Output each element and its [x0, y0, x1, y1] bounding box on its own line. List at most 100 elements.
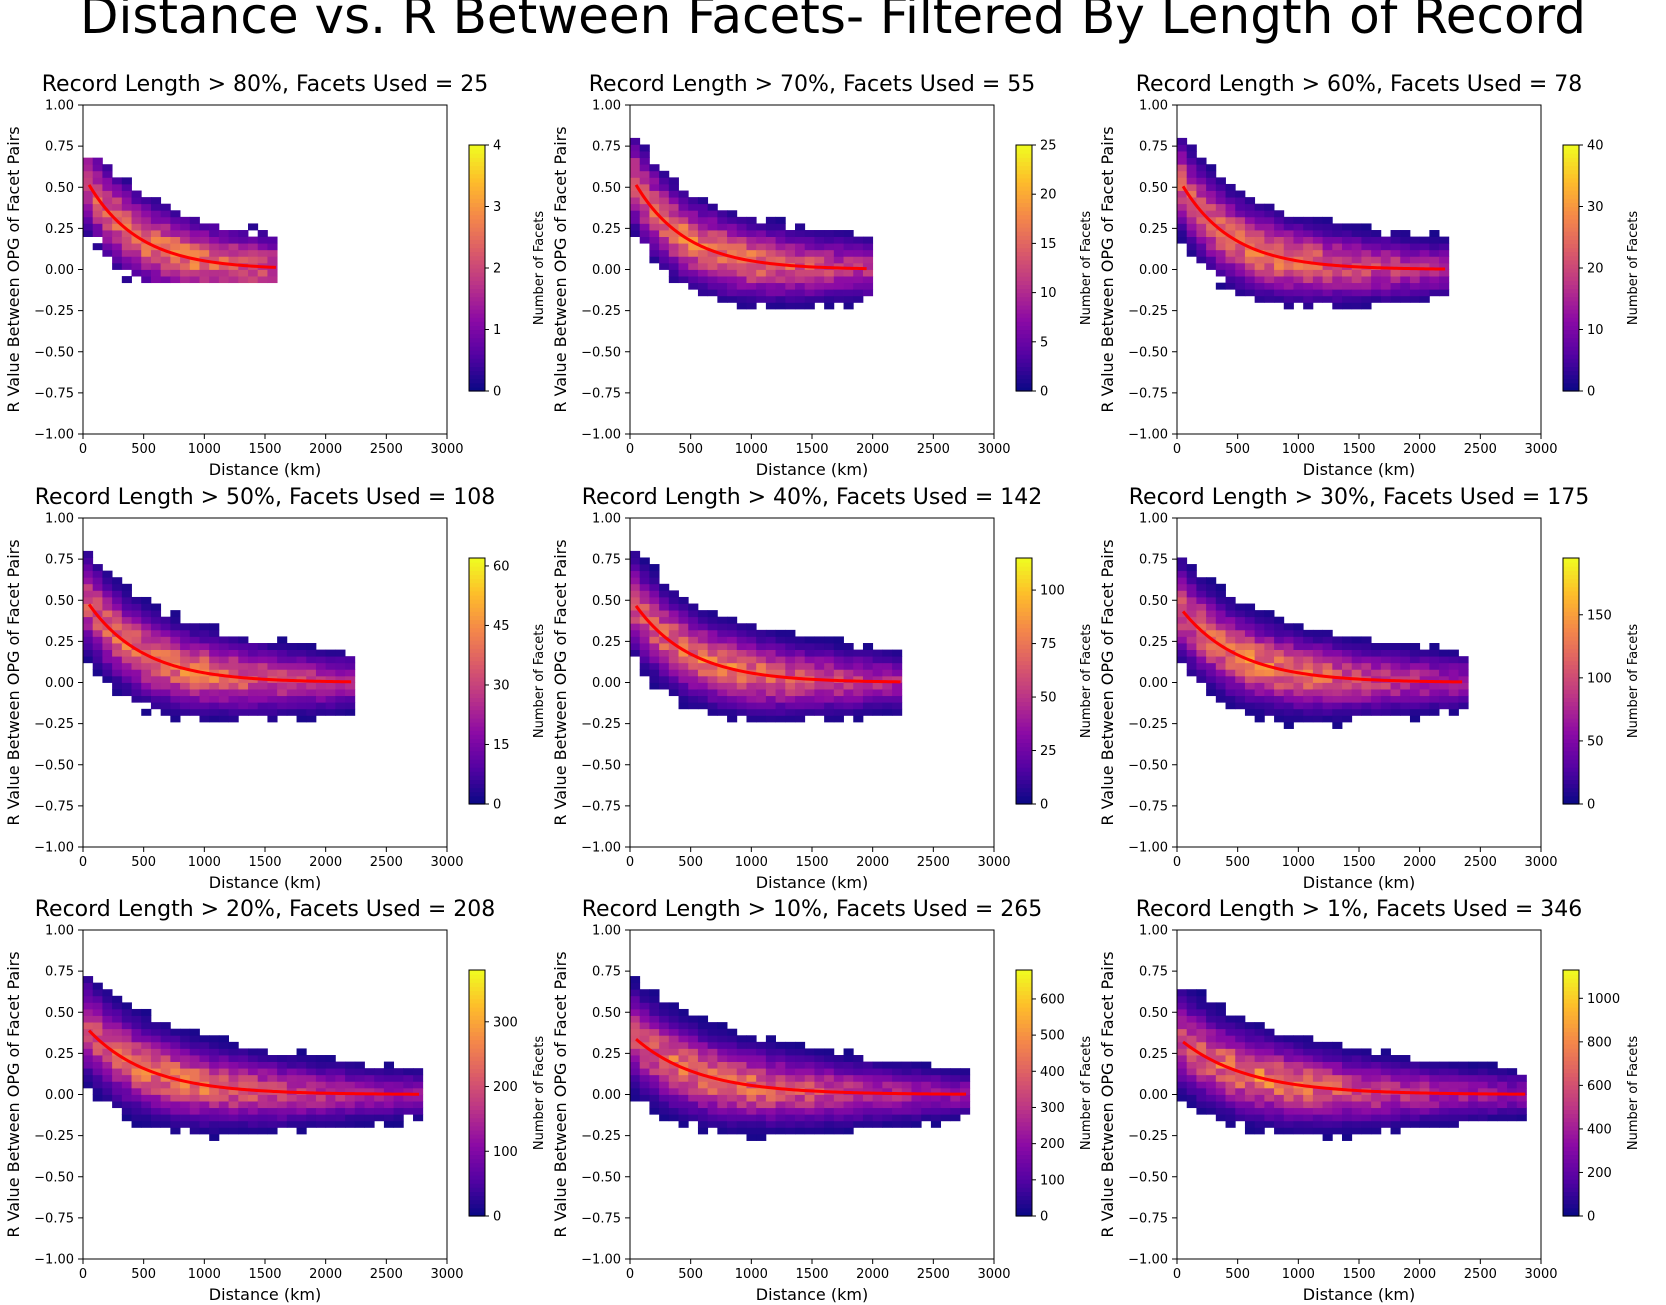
- colorbar-segment: [1563, 570, 1579, 575]
- heatmap-bin: [1206, 1094, 1217, 1102]
- colorbar-segment: [1563, 1088, 1579, 1094]
- heatmap-bin: [121, 1114, 132, 1122]
- heatmap-bin: [209, 1120, 220, 1128]
- heatmap-bin: [121, 1035, 132, 1043]
- heatmap-bin: [1254, 1028, 1265, 1036]
- heatmap-bin: [668, 590, 679, 598]
- heatmap-bin: [639, 629, 650, 637]
- heatmap-bin: [218, 675, 229, 683]
- colorbar-segment: [469, 970, 485, 975]
- colorbar-segment: [1563, 754, 1579, 760]
- heatmap-bin: [1409, 282, 1421, 290]
- heatmap-bin: [1390, 243, 1401, 251]
- heatmap-bin: [160, 1068, 171, 1076]
- heatmap-bin: [180, 1028, 191, 1036]
- heatmap-bin: [92, 1055, 103, 1062]
- heatmap-bin: [150, 1035, 162, 1043]
- heatmap-bin: [892, 662, 903, 670]
- heatmap-bin: [1177, 596, 1188, 604]
- heatmap-bin: [209, 1035, 220, 1043]
- heatmap-bin: [1206, 203, 1217, 211]
- heatmap-bin: [218, 276, 229, 284]
- heatmap-bin: [795, 1068, 806, 1076]
- heatmap-bin: [1458, 1094, 1469, 1102]
- heatmap-bin: [131, 243, 142, 251]
- heatmap-bin: [1254, 1127, 1265, 1135]
- heatmap-bin: [1419, 1094, 1430, 1102]
- heatmap-bin: [141, 682, 152, 690]
- heatmap-bin: [1312, 689, 1323, 697]
- heatmap-bin: [707, 708, 718, 716]
- heatmap-bin: [1225, 1074, 1236, 1082]
- heatmap-bin: [1196, 675, 1207, 683]
- colorbar-tick-label: 25: [1040, 139, 1057, 154]
- heatmap-bin: [659, 1008, 670, 1016]
- colorbar-segment: [1563, 1043, 1579, 1049]
- heatmap-bin: [1274, 682, 1285, 690]
- heatmap-bin: [1283, 302, 1294, 310]
- heatmap-bin: [688, 643, 699, 650]
- heatmap-bin: [1322, 629, 1333, 637]
- heatmap-bin: [286, 1055, 297, 1062]
- heatmap-bin: [1332, 256, 1343, 264]
- heatmap-bin: [345, 1101, 356, 1109]
- heatmap-bin: [189, 236, 200, 244]
- x-tick-label: 3000: [977, 855, 1010, 870]
- colorbar-segment: [1563, 325, 1579, 331]
- heatmap-bin: [1274, 230, 1285, 237]
- heatmap-bin: [1293, 1114, 1304, 1122]
- heatmap-bin: [257, 1107, 268, 1115]
- heatmap-bin: [746, 262, 757, 270]
- heatmap-bin: [1196, 1008, 1207, 1016]
- heatmap-bin: [1186, 1008, 1197, 1016]
- heatmap-bin: [659, 1074, 670, 1082]
- colorbar-segment: [1016, 169, 1032, 175]
- heatmap-bin: [833, 1061, 844, 1069]
- colorbar-segment: [469, 623, 485, 629]
- heatmap-bin: [785, 276, 796, 284]
- heatmap-bin: [1409, 1081, 1421, 1089]
- heatmap-bin: [1206, 230, 1217, 237]
- colorbar-segment: [469, 268, 485, 273]
- heatmap-bin: [1380, 295, 1391, 303]
- heatmap-bin: [649, 1035, 660, 1043]
- colorbar-segment: [1016, 227, 1032, 232]
- heatmap-bin: [717, 269, 728, 277]
- heatmap-bin: [668, 256, 679, 264]
- heatmap-bin: [1497, 1114, 1508, 1122]
- heatmap-bin: [1264, 1107, 1275, 1115]
- heatmap-bin: [160, 243, 171, 251]
- heatmap-bin: [1293, 682, 1304, 690]
- heatmap-bin: [697, 689, 709, 697]
- heatmap-bin: [668, 1081, 679, 1089]
- heatmap-bin: [277, 695, 288, 703]
- heatmap-bin: [150, 662, 162, 670]
- heatmap-bin: [1177, 656, 1188, 664]
- heatmap-bin: [1215, 669, 1226, 677]
- colorbar-segment: [469, 362, 485, 367]
- heatmap-bin: [659, 603, 670, 611]
- fit-curve: [87, 184, 276, 269]
- heatmap-bin: [1283, 295, 1294, 303]
- heatmap-bin: [1390, 695, 1401, 703]
- heatmap-bin: [325, 682, 336, 690]
- subplot-title: Record Length > 60%, Facets Used = 78: [1136, 72, 1583, 97]
- heatmap-bin: [1390, 236, 1401, 244]
- heatmap-bin: [804, 649, 815, 657]
- colorbar-segment: [1563, 705, 1579, 711]
- heatmap-bin: [112, 662, 123, 670]
- heatmap-bin: [1215, 1022, 1226, 1030]
- heatmap-bin: [688, 1061, 699, 1069]
- heatmap-bin: [1332, 669, 1343, 677]
- heatmap-bin: [1409, 243, 1421, 251]
- heatmap-bin: [121, 1101, 132, 1109]
- heatmap-bin: [1312, 649, 1323, 657]
- heatmap-bin: [1186, 164, 1197, 172]
- y-tick-label: 1.00: [1139, 512, 1168, 527]
- heatmap-bin: [765, 649, 776, 657]
- heatmap-bin: [775, 662, 786, 670]
- colorbar-segment: [1016, 586, 1032, 592]
- heatmap-bin: [639, 1068, 650, 1076]
- colorbar-segment: [1563, 1138, 1579, 1143]
- heatmap-cells: [630, 137, 874, 310]
